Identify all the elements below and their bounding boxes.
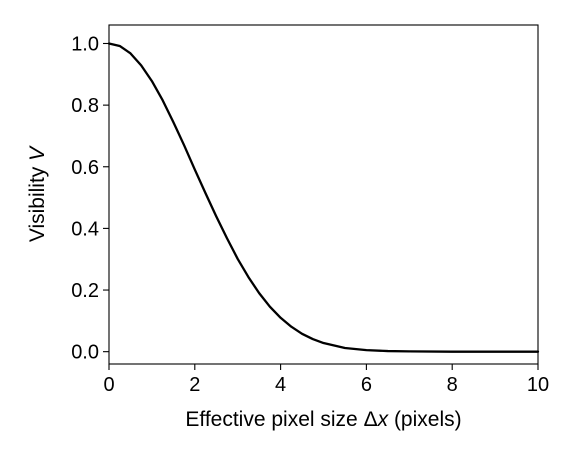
y-axis-label-prefix: Visibility — [26, 161, 49, 242]
x-tick-label: 10 — [527, 374, 549, 396]
y-tick-label: 0.2 — [71, 280, 99, 302]
x-tick-label: 6 — [361, 374, 372, 396]
plot-area — [107, 24, 540, 365]
y-tick-label: 0.8 — [71, 95, 99, 117]
x-tick-label: 0 — [103, 374, 114, 396]
y-axis-label: Visibility V — [26, 145, 49, 242]
y-tick-label: 0.6 — [71, 157, 99, 179]
y-tick-label: 0.4 — [71, 218, 99, 240]
x-tick-label: 4 — [275, 374, 286, 396]
y-tick-label: 1.0 — [71, 33, 99, 55]
x-tick-label: 8 — [447, 374, 458, 396]
series-line-1 — [107, 42, 540, 353]
y-tick-label: 0.0 — [71, 342, 99, 364]
x-axis-label-suffix: (pixels) — [388, 408, 462, 431]
y-axis-ticks: 0.0 0.2 0.4 0.6 0.8 1.0 — [71, 33, 109, 364]
x-axis-label-prefix: Effective pixel size Δ — [185, 408, 377, 431]
x-axis-label: Effective pixel size Δx (pixels) — [185, 408, 461, 431]
y-axis-label-variable: V — [26, 145, 49, 161]
x-axis-label-variable: x — [377, 408, 390, 431]
plot-frame — [108, 24, 539, 365]
x-tick-label: 2 — [189, 374, 200, 396]
x-axis-ticks: 0 2 4 6 8 10 — [103, 364, 549, 396]
